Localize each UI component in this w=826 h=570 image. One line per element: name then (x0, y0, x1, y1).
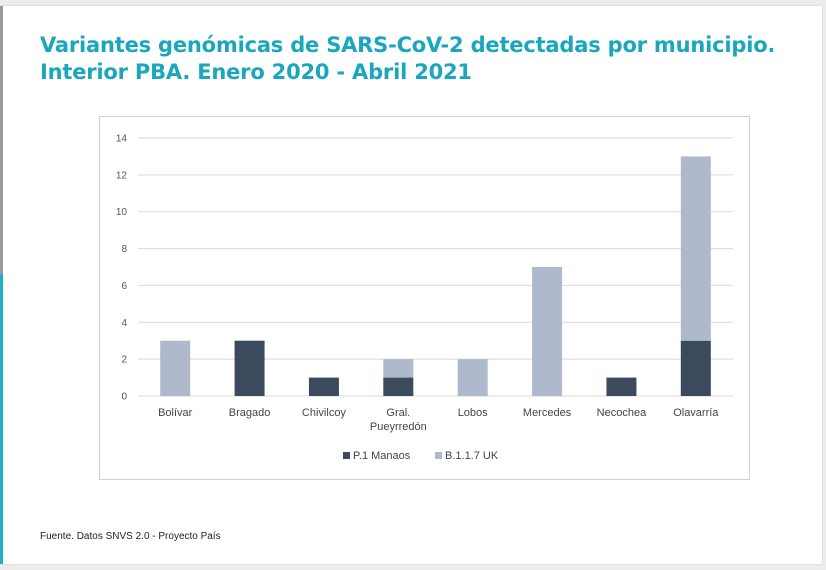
x-tick-label: Chivilcoy (302, 407, 347, 419)
bar-b117-uk (383, 359, 414, 378)
y-tick-label: 8 (121, 244, 127, 255)
title-line-2: Interior PBA. Enero 2020 - Abril 2021 (40, 60, 472, 84)
legend-swatch (343, 452, 350, 459)
chart-container: 0 2 4 6 8 10 12 14 Bolívar Bragado Chivilcoy Gral. P… (99, 116, 750, 480)
bar-b117-uk (457, 359, 488, 396)
bar-b117-uk (680, 156, 711, 341)
legend-swatch (435, 452, 442, 459)
slide: Variantes genómicas de SARS-CoV-2 detect… (0, 6, 822, 564)
y-tick-label: 14 (116, 134, 128, 145)
y-tick-label: 2 (121, 355, 127, 366)
accent-bar (0, 6, 3, 564)
title-line-1: Variantes genómicas de SARS-CoV-2 detect… (40, 33, 776, 57)
y-tick-label: 12 (116, 170, 128, 181)
x-tick-label: Bragado (229, 407, 271, 419)
bar-p1-manaos (383, 377, 414, 396)
bar-b117-uk (532, 267, 563, 396)
y-tick-label: 6 (121, 281, 127, 292)
accent-bar-teal (0, 274, 3, 564)
bar-p1-manaos (308, 377, 339, 396)
x-tick-label: Lobos (458, 407, 488, 419)
x-tick-label: Gral. Pueyrredón (370, 407, 427, 433)
y-tick-label: 0 (121, 392, 127, 403)
source-note: Fuente. Datos SNVS 2.0 - Proyecto País (40, 531, 221, 542)
bar-p1-manaos (680, 340, 711, 396)
bar-b117-uk (160, 340, 191, 396)
bar-p1-manaos (606, 377, 637, 396)
accent-bar-gray (0, 6, 3, 274)
x-tick-label: Bolívar (158, 407, 193, 419)
x-tick-label: Olavarría (673, 407, 719, 419)
chart-title: Variantes genómicas de SARS-CoV-2 detect… (40, 32, 775, 86)
bar-p1-manaos (234, 340, 265, 396)
y-tick-label: 10 (116, 207, 128, 218)
legend-label: B.1.1.7 UK (445, 450, 499, 462)
legend-label: P.1 Manaos (353, 450, 411, 462)
bar-chart: 0 2 4 6 8 10 12 14 Bolívar Bragado Chivilcoy Gral. P… (116, 134, 733, 462)
x-tick-label: Mercedes (523, 407, 572, 419)
y-tick-label: 4 (121, 318, 127, 329)
x-tick-label: Necochea (597, 407, 647, 419)
